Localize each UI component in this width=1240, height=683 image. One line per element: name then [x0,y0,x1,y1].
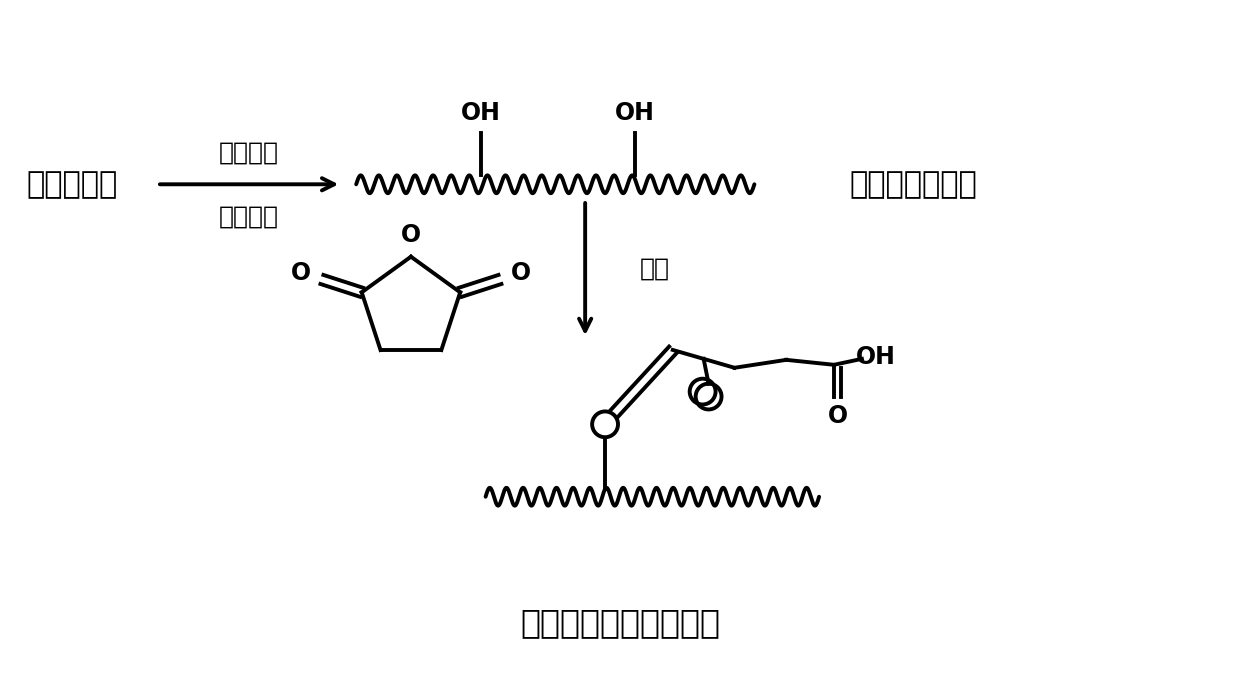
Text: O: O [828,404,848,428]
Text: O: O [291,261,311,285]
Text: 可控酶解: 可控酶解 [219,205,279,229]
Text: 缧基化多孔木质纤维素: 缧基化多孔木质纤维素 [520,607,720,639]
Text: O: O [511,261,531,285]
Text: OH: OH [615,101,655,125]
Text: 多孔木质纤维素: 多孔木质纤维素 [849,170,977,199]
Text: 纤维素酶: 纤维素酶 [219,141,279,165]
Text: OH: OH [856,345,895,369]
Text: 吵啶: 吵啶 [640,257,670,281]
Text: 木质纤维素: 木质纤维素 [27,170,118,199]
Text: O: O [401,223,422,247]
Text: OH: OH [461,101,501,125]
